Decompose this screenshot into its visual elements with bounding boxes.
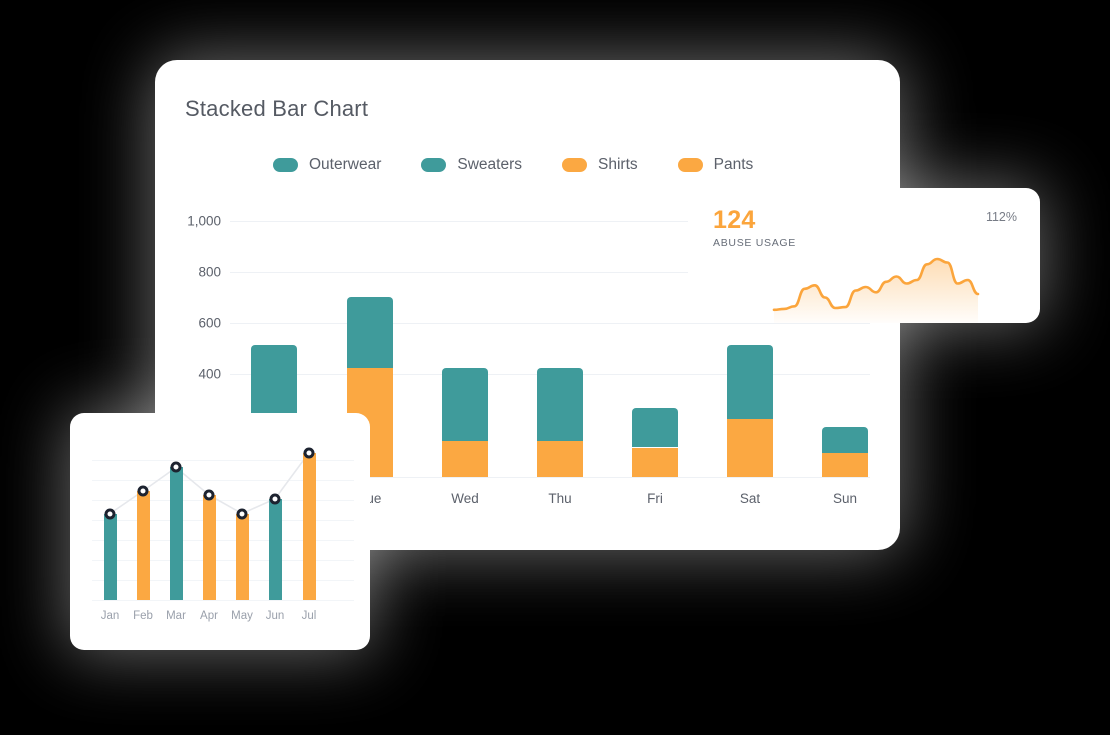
mini-bar[interactable]	[169, 467, 183, 600]
bar-segment-shirts[interactable]	[537, 441, 583, 477]
mini-x-axis-tick-label: Jun	[265, 610, 285, 622]
legend-swatch-icon	[421, 158, 447, 172]
legend-item-pants[interactable]: Pants	[677, 156, 754, 174]
legend-item-outerwear[interactable]: Outerwear	[273, 156, 381, 174]
y-axis-tick-label: 800	[198, 264, 221, 280]
mini-gridline	[92, 540, 354, 541]
legend-label: Sweaters	[457, 156, 522, 173]
abuse-usage-sparkline	[772, 257, 980, 323]
bar-segment-sweaters[interactable]	[822, 426, 868, 453]
bar-segment-shirts[interactable]	[822, 452, 868, 477]
y-axis-tick-label: 1,000	[187, 213, 221, 228]
legend-swatch-icon	[677, 158, 703, 172]
gridline	[230, 323, 870, 325]
mini-combo-chart-card: Jan Feb Mar Apr May Jun Jul	[70, 413, 370, 650]
legend-label: Pants	[713, 156, 754, 173]
bar-segment-sweaters[interactable]	[727, 344, 773, 420]
mini-gridline	[92, 600, 354, 601]
bar-segment-sweaters[interactable]	[537, 367, 583, 442]
mini-gridline	[92, 500, 354, 501]
bar-segment-sweaters[interactable]	[632, 407, 678, 448]
mini-line-marker[interactable]	[303, 447, 315, 459]
mini-x-axis-tick-label: Jul	[301, 610, 317, 622]
mini-line-marker[interactable]	[269, 493, 281, 505]
mini-gridline	[92, 480, 354, 481]
x-axis-tick-label: Sun	[832, 491, 858, 506]
mini-bar[interactable]	[235, 513, 249, 600]
mini-line-marker[interactable]	[104, 508, 116, 520]
mini-gridline	[92, 460, 354, 461]
mini-x-axis-tick-label: Apr	[200, 610, 218, 622]
mini-line-marker[interactable]	[236, 508, 248, 520]
mini-x-axis-tick-label: May	[231, 610, 253, 622]
mini-bar[interactable]	[202, 494, 216, 600]
bar-segment-shirts[interactable]	[727, 419, 773, 477]
legend-label: Shirts	[598, 156, 638, 173]
mini-x-axis-tick-label: Mar	[166, 610, 186, 622]
bar-segment-sweaters[interactable]	[442, 367, 488, 442]
usage-percent-badge: 112%	[985, 210, 1017, 224]
mini-bar[interactable]	[268, 498, 282, 600]
usage-value: 124	[713, 206, 756, 234]
x-axis-tick-label: Fri	[647, 491, 663, 506]
x-axis-tick-label: Sat	[739, 491, 761, 506]
mini-gridline	[92, 560, 354, 561]
mini-x-axis-tick-label: Jan	[100, 610, 120, 622]
y-axis-tick-label: 600	[198, 315, 221, 331]
legend-swatch-icon	[273, 158, 298, 172]
gridline	[230, 271, 870, 273]
mini-gridline	[92, 520, 354, 521]
usage-label: ABUSE USAGE	[713, 237, 796, 249]
mini-chart-plot-area: Jan Feb Mar Apr May Jun Jul	[70, 413, 370, 650]
bar-segment-sweaters[interactable]	[347, 297, 393, 368]
mini-bar[interactable]	[103, 513, 117, 600]
bar-segment-shirts[interactable]	[632, 447, 678, 477]
axis-baseline	[230, 477, 870, 478]
legend-item-shirts[interactable]: Shirts	[562, 156, 638, 174]
chart-plot-area: 1,000800600400MonTueWedThuFriSatSun	[155, 60, 900, 550]
mini-gridline	[92, 580, 354, 581]
legend-label: Outerwear	[309, 156, 382, 173]
x-axis-tick-label: Thu	[548, 491, 572, 506]
mini-x-axis-tick-label: Feb	[133, 610, 153, 622]
mini-line-marker[interactable]	[170, 461, 182, 473]
mini-bar[interactable]	[136, 491, 150, 600]
legend-swatch-icon	[562, 158, 587, 172]
mini-line-marker[interactable]	[137, 485, 149, 497]
bar-segment-shirts[interactable]	[442, 441, 488, 477]
abuse-usage-card: 124 ABUSE USAGE 112%	[688, 188, 1040, 323]
mini-line-marker[interactable]	[203, 489, 215, 501]
y-axis-tick-label: 400	[198, 366, 221, 382]
legend-item-sweaters[interactable]: Sweaters	[421, 156, 522, 174]
page-title: Stacked Bar Chart	[185, 96, 369, 121]
x-axis-tick-label: Wed	[451, 491, 479, 506]
gridline	[230, 220, 870, 222]
mini-bar[interactable]	[302, 452, 316, 600]
chart-legend: Outerwear Sweaters Shirts Pants	[273, 156, 753, 174]
